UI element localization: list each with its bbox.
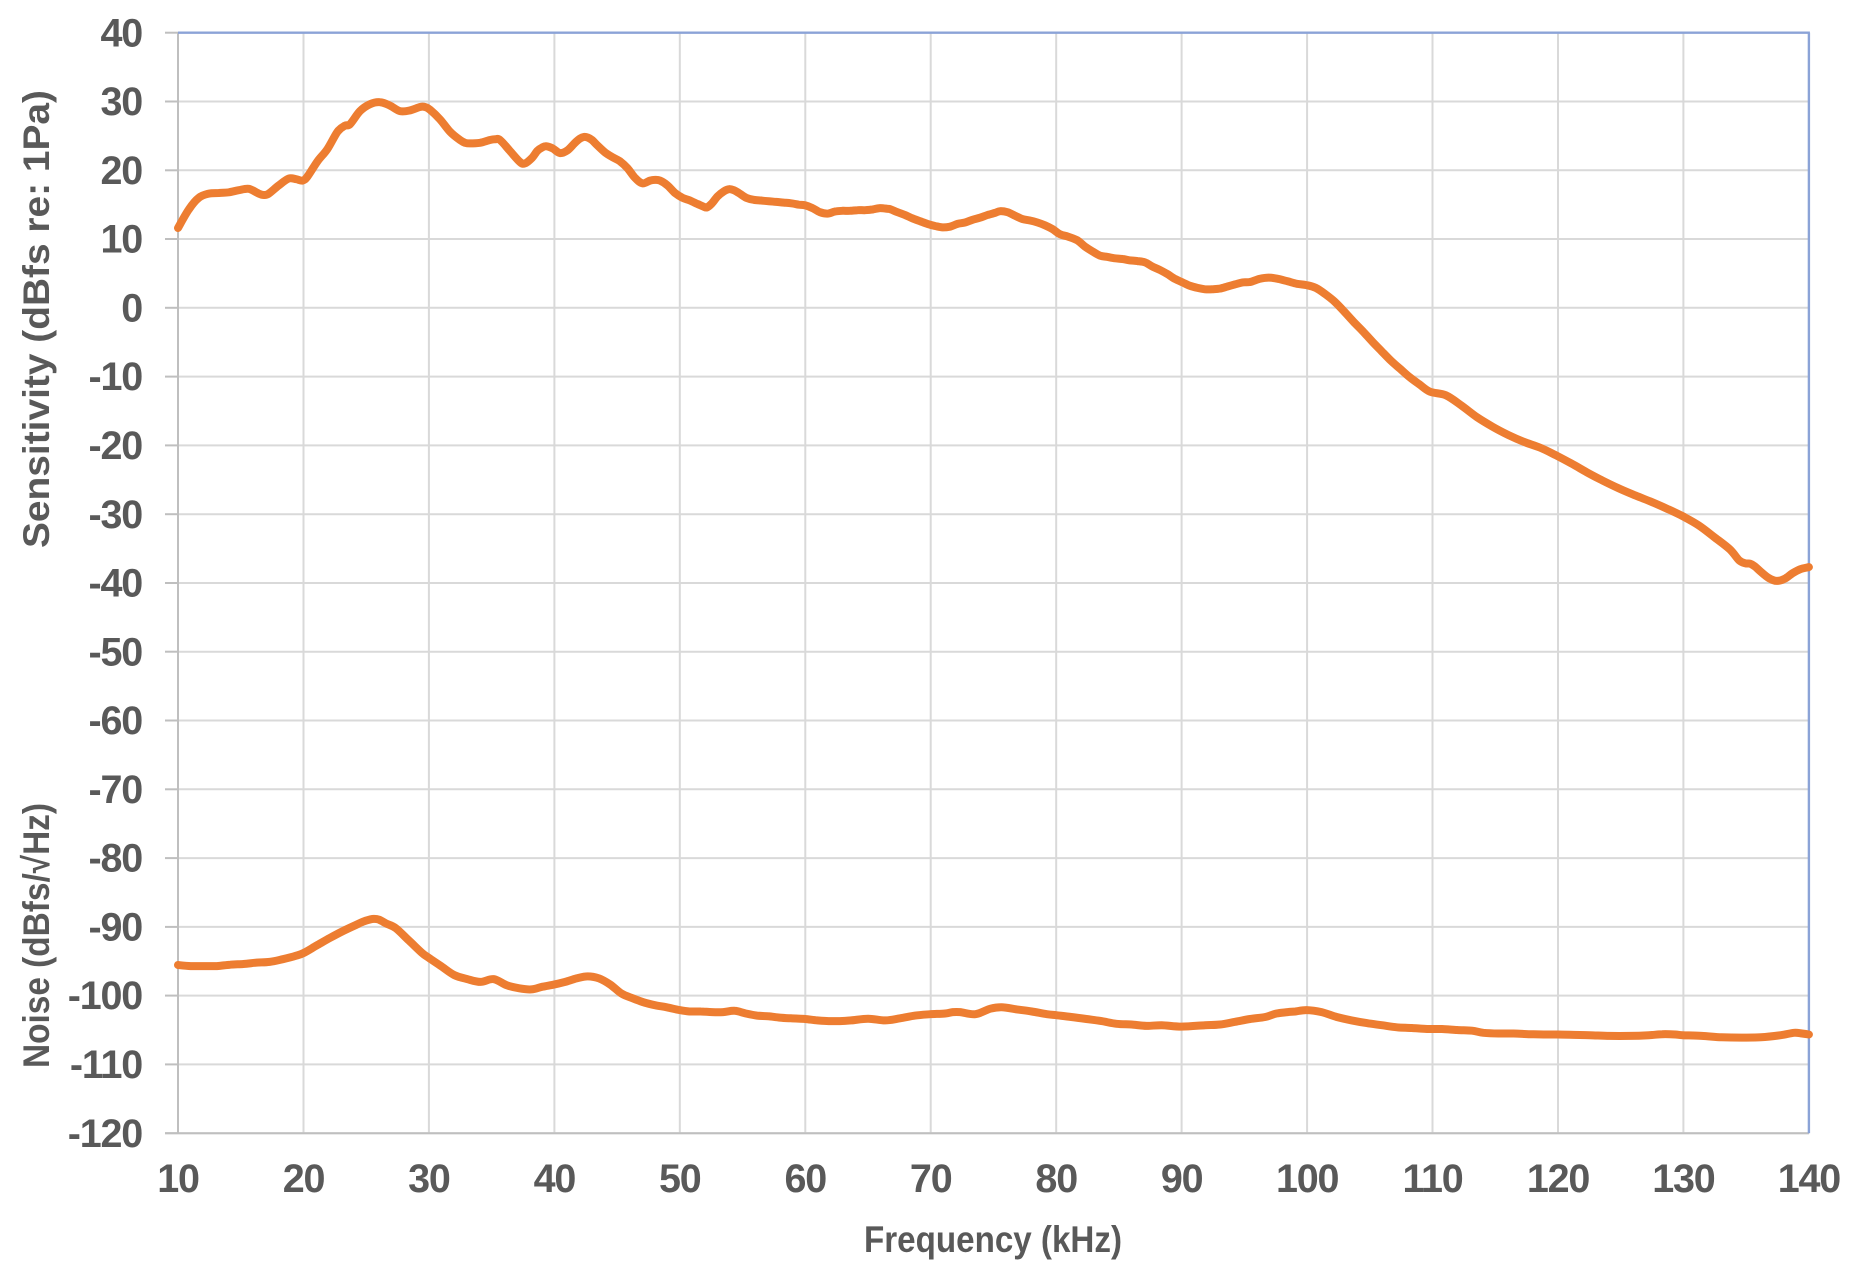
svg-text:80: 80 <box>1035 1157 1077 1201</box>
svg-text:-100: -100 <box>68 974 142 1018</box>
svg-text:-40: -40 <box>89 562 143 606</box>
svg-text:Noise (dBfs/√Hz): Noise (dBfs/√Hz) <box>16 803 57 1068</box>
svg-text:Frequency (kHz): Frequency (kHz) <box>864 1219 1122 1260</box>
svg-text:-120: -120 <box>68 1112 142 1156</box>
svg-text:90: 90 <box>1161 1157 1203 1201</box>
svg-text:Sensitivity (dBfs re: 1Pa): Sensitivity (dBfs re: 1Pa) <box>16 90 57 548</box>
svg-text:40: 40 <box>100 11 142 55</box>
svg-text:20: 20 <box>283 1157 325 1201</box>
svg-text:30: 30 <box>100 80 142 124</box>
svg-text:-90: -90 <box>89 906 143 950</box>
svg-text:60: 60 <box>785 1157 827 1201</box>
svg-text:110: 110 <box>1402 1157 1462 1201</box>
svg-text:-10: -10 <box>89 355 143 399</box>
svg-text:-110: -110 <box>70 1043 142 1087</box>
svg-text:-60: -60 <box>89 699 143 743</box>
svg-text:-50: -50 <box>89 630 143 674</box>
svg-text:140: 140 <box>1778 1157 1841 1201</box>
svg-text:40: 40 <box>534 1157 576 1201</box>
svg-text:70: 70 <box>910 1157 952 1201</box>
svg-text:100: 100 <box>1276 1157 1339 1201</box>
svg-text:120: 120 <box>1527 1157 1590 1201</box>
svg-text:-70: -70 <box>89 768 143 812</box>
svg-text:50: 50 <box>659 1157 701 1201</box>
svg-text:-80: -80 <box>89 837 143 881</box>
svg-text:130: 130 <box>1652 1157 1715 1201</box>
svg-text:0: 0 <box>121 286 142 330</box>
svg-text:-20: -20 <box>89 424 143 468</box>
svg-text:10: 10 <box>100 218 142 262</box>
svg-text:20: 20 <box>100 149 142 193</box>
svg-text:30: 30 <box>408 1157 450 1201</box>
svg-text:10: 10 <box>157 1157 199 1201</box>
svg-text:-30: -30 <box>89 493 143 537</box>
